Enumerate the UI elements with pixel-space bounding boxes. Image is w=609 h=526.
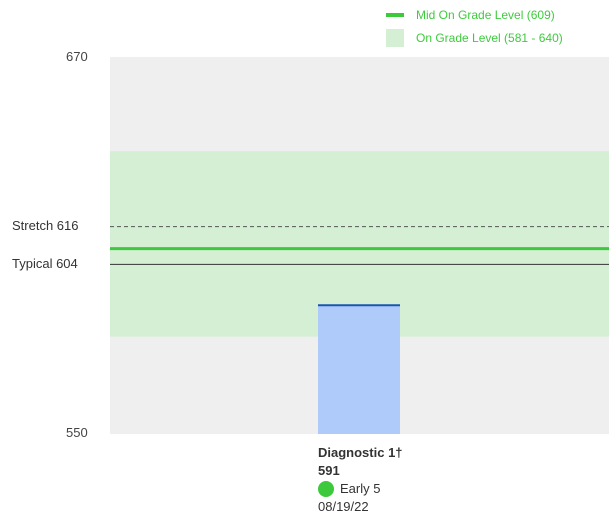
placement-row: Early 5 — [318, 480, 403, 498]
placement-label: Early 5 — [340, 481, 381, 496]
bar-caption[interactable]: Diagnostic 1† 591 Early 5 08/19/22 — [318, 444, 403, 516]
legend-item-band[interactable]: On Grade Level (581 - 640) — [386, 29, 563, 47]
bar-0[interactable] — [318, 305, 400, 434]
bar-caption-score: 591 — [318, 463, 340, 478]
placement-dot-icon — [318, 481, 334, 497]
y-axis-bottom-label: 550 — [66, 425, 88, 440]
legend-band-label: On Grade Level (581 - 640) — [416, 31, 563, 45]
legend-item-mid[interactable]: Mid On Grade Level (609) — [386, 8, 555, 22]
legend-band-swatch — [386, 29, 404, 47]
legend-mid-label: Mid On Grade Level (609) — [416, 8, 555, 22]
legend-line-swatch — [386, 13, 404, 17]
stretch-label: Stretch 616 — [12, 218, 79, 233]
typical-label: Typical 604 — [12, 256, 78, 271]
y-axis-top-label: 670 — [66, 49, 88, 64]
bar-caption-name: Diagnostic 1† — [318, 445, 403, 460]
bar-caption-date: 08/19/22 — [318, 499, 369, 514]
bars-group — [318, 304, 400, 434]
